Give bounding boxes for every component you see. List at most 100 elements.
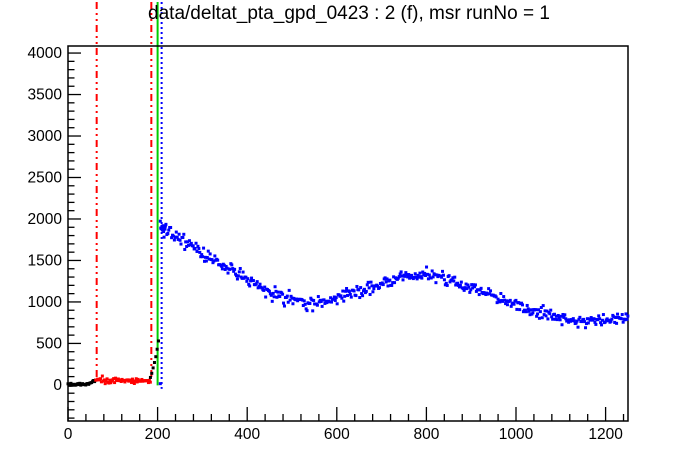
data-point bbox=[233, 267, 237, 271]
data-point bbox=[273, 285, 277, 289]
data-point bbox=[203, 259, 207, 263]
data-point bbox=[584, 322, 588, 326]
data-point bbox=[600, 323, 604, 327]
data-point bbox=[140, 377, 144, 381]
data-point bbox=[175, 235, 179, 239]
x-axis-tick-label: 600 bbox=[324, 426, 350, 443]
data-point bbox=[152, 361, 156, 365]
data-point bbox=[541, 304, 545, 308]
data-point bbox=[478, 288, 482, 292]
data-point bbox=[624, 312, 628, 316]
data-point bbox=[621, 320, 625, 324]
data-point bbox=[534, 308, 538, 312]
data-point bbox=[418, 271, 422, 275]
data-point bbox=[129, 378, 133, 382]
data-point bbox=[577, 317, 581, 321]
data-point bbox=[211, 261, 215, 265]
data-point bbox=[545, 309, 549, 313]
data-point bbox=[329, 296, 333, 300]
data-point bbox=[171, 234, 175, 238]
data-point bbox=[166, 231, 170, 235]
data-point bbox=[358, 296, 362, 300]
data-point bbox=[278, 295, 282, 299]
data-point bbox=[260, 286, 264, 290]
data-point bbox=[605, 317, 609, 321]
data-point bbox=[564, 317, 568, 321]
data-point bbox=[580, 320, 584, 324]
data-point bbox=[123, 380, 127, 384]
data-point bbox=[518, 308, 522, 312]
data-point bbox=[572, 319, 576, 323]
data-point bbox=[514, 298, 518, 302]
data-point bbox=[549, 308, 553, 312]
data-point bbox=[105, 377, 109, 381]
data-point bbox=[558, 318, 562, 322]
y-axis-tick-label: 500 bbox=[36, 335, 62, 352]
data-point bbox=[274, 289, 278, 293]
data-point bbox=[254, 282, 258, 286]
data-point bbox=[570, 319, 574, 323]
data-point bbox=[503, 298, 507, 302]
data-point bbox=[393, 281, 397, 285]
data-point bbox=[400, 274, 404, 278]
data-point bbox=[473, 283, 477, 287]
data-point bbox=[205, 256, 209, 260]
data-point bbox=[118, 378, 122, 382]
data-point bbox=[509, 304, 513, 308]
data-point bbox=[403, 274, 407, 278]
data-point bbox=[536, 312, 540, 316]
data-point bbox=[354, 294, 358, 298]
data-point bbox=[422, 273, 426, 277]
data-point bbox=[562, 315, 566, 319]
data-point bbox=[464, 282, 468, 286]
data-point bbox=[388, 278, 392, 282]
data-point bbox=[263, 285, 267, 289]
data-point bbox=[228, 267, 232, 271]
data-point bbox=[349, 295, 353, 299]
data-point bbox=[535, 314, 539, 318]
data-point bbox=[181, 236, 185, 240]
data-point bbox=[469, 288, 473, 292]
data-point bbox=[170, 236, 174, 240]
data-point bbox=[235, 277, 239, 281]
data-point bbox=[163, 227, 167, 231]
data-point bbox=[213, 254, 217, 258]
data-point bbox=[598, 317, 602, 321]
data-point bbox=[343, 294, 347, 298]
data-point bbox=[571, 317, 575, 321]
data-point bbox=[276, 290, 280, 294]
data-point bbox=[392, 275, 396, 279]
data-point bbox=[196, 244, 200, 248]
data-point bbox=[381, 283, 385, 287]
data-point bbox=[113, 381, 117, 385]
data-point bbox=[599, 321, 603, 325]
data-point bbox=[69, 381, 73, 385]
data-point bbox=[309, 296, 313, 300]
data-point bbox=[160, 225, 164, 229]
data-point bbox=[610, 317, 614, 321]
data-point bbox=[408, 276, 412, 280]
data-point bbox=[383, 276, 387, 280]
data-point bbox=[504, 302, 508, 306]
data-point bbox=[551, 317, 555, 321]
data-point bbox=[607, 318, 611, 322]
data-point bbox=[238, 266, 242, 270]
data-point bbox=[264, 295, 268, 299]
x-axis-tick-label: 1000 bbox=[499, 426, 534, 443]
data-point bbox=[576, 325, 580, 329]
data-point bbox=[322, 298, 326, 302]
data-point bbox=[204, 259, 208, 263]
data-point bbox=[417, 275, 421, 279]
data-point bbox=[282, 304, 286, 308]
data-point bbox=[367, 286, 371, 290]
data-point bbox=[442, 278, 446, 282]
data-point bbox=[447, 274, 451, 278]
data-point bbox=[575, 319, 579, 323]
data-point bbox=[285, 294, 289, 298]
data-point bbox=[133, 379, 137, 383]
data-point bbox=[613, 320, 617, 324]
data-point bbox=[589, 316, 593, 320]
data-point bbox=[216, 258, 220, 262]
data-point bbox=[371, 290, 375, 294]
data-point bbox=[404, 271, 408, 275]
